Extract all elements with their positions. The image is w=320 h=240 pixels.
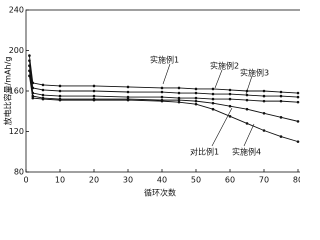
- series-line: [28, 60, 299, 98]
- data-point: [296, 120, 300, 123]
- data-point: [160, 90, 164, 94]
- data-point: [28, 54, 31, 57]
- data-point: [177, 91, 181, 95]
- data-point: [92, 98, 96, 102]
- data-point: [160, 95, 164, 99]
- data-point: [228, 97, 232, 101]
- data-point: [262, 129, 266, 132]
- x-tick-label: 10: [55, 176, 65, 185]
- data-point: [296, 100, 300, 104]
- data-point: [194, 91, 198, 95]
- leader-line: [243, 123, 255, 147]
- data-point: [28, 69, 31, 73]
- data-point: [296, 91, 300, 95]
- series-label: 实施例4: [232, 147, 261, 157]
- data-point: [126, 85, 130, 89]
- data-point: [262, 111, 266, 115]
- data-point: [92, 84, 96, 88]
- data-point: [160, 86, 164, 90]
- data-point: [211, 107, 215, 111]
- data-point: [41, 97, 45, 101]
- data-point: [41, 88, 45, 92]
- data-point: [245, 93, 249, 97]
- leader-line: [162, 63, 171, 85]
- data-point: [211, 101, 215, 105]
- data-point: [262, 94, 266, 98]
- data-point: [177, 86, 181, 90]
- data-point: [126, 95, 130, 99]
- data-point: [177, 98, 181, 102]
- data-point: [211, 92, 215, 96]
- data-point: [279, 99, 283, 103]
- data-point: [194, 87, 198, 91]
- x-tick-label: 60: [225, 176, 235, 185]
- data-point: [58, 98, 62, 102]
- data-point: [194, 96, 198, 100]
- data-point: [92, 94, 96, 98]
- data-point: [245, 107, 249, 111]
- data-point: [228, 92, 232, 96]
- x-tick-label: 40: [157, 176, 167, 185]
- x-tick-label: 50: [191, 176, 201, 185]
- y-tick-label: 200: [9, 46, 24, 55]
- data-point: [296, 95, 300, 99]
- x-tick-label: 80: [293, 176, 300, 185]
- data-point: [177, 100, 181, 104]
- data-point: [194, 102, 198, 106]
- data-point: [28, 64, 31, 67]
- data-point: [41, 93, 45, 97]
- data-point: [279, 116, 283, 119]
- data-point: [31, 96, 35, 100]
- x-tick-label: 0: [23, 176, 28, 185]
- data-point: [126, 98, 130, 102]
- data-point: [279, 90, 283, 94]
- x-tick-label: 30: [123, 176, 133, 185]
- data-point: [58, 84, 62, 88]
- data-point: [279, 94, 283, 98]
- data-point: [228, 88, 232, 92]
- data-point: [28, 74, 31, 78]
- data-point: [262, 89, 266, 93]
- data-point: [245, 89, 249, 93]
- data-point: [177, 96, 181, 100]
- data-point: [41, 83, 45, 87]
- y-tick-label: 160: [9, 87, 24, 96]
- data-point: [228, 104, 232, 108]
- data-point: [228, 115, 232, 118]
- leader-line: [214, 69, 223, 89]
- data-point: [194, 99, 198, 103]
- x-tick-label: 70: [259, 176, 269, 185]
- data-point: [126, 90, 130, 94]
- data-point: [245, 122, 249, 125]
- x-tick-label: 20: [89, 176, 99, 185]
- data-point: [211, 87, 215, 91]
- y-tick-label: 80: [14, 168, 24, 177]
- x-axis-label: 循环次数: [144, 188, 176, 198]
- data-point: [58, 89, 62, 93]
- y-tick-label: 240: [9, 6, 24, 15]
- series-label: 实施例1: [150, 55, 179, 65]
- chart: 放电比容量/mAh/g 循环次数 80 120 160 200 240 0 10 20 30 40…: [3, 6, 300, 198]
- y-tick-label: 120: [9, 127, 24, 136]
- data-point: [160, 99, 164, 103]
- series-label: 实施例3: [240, 68, 269, 78]
- series-label: 实施例2: [210, 61, 239, 71]
- leader-line: [211, 107, 233, 147]
- data-point: [262, 99, 266, 103]
- data-point: [58, 94, 62, 98]
- data-point: [92, 89, 96, 93]
- data-point: [211, 97, 215, 101]
- y-axis-label: 放电比容量/mAh/g: [3, 57, 13, 126]
- data-point: [28, 59, 31, 62]
- data-point: [245, 98, 249, 102]
- data-point: [296, 140, 300, 143]
- data-point: [279, 135, 283, 138]
- series-label: 对比例1: [190, 147, 219, 157]
